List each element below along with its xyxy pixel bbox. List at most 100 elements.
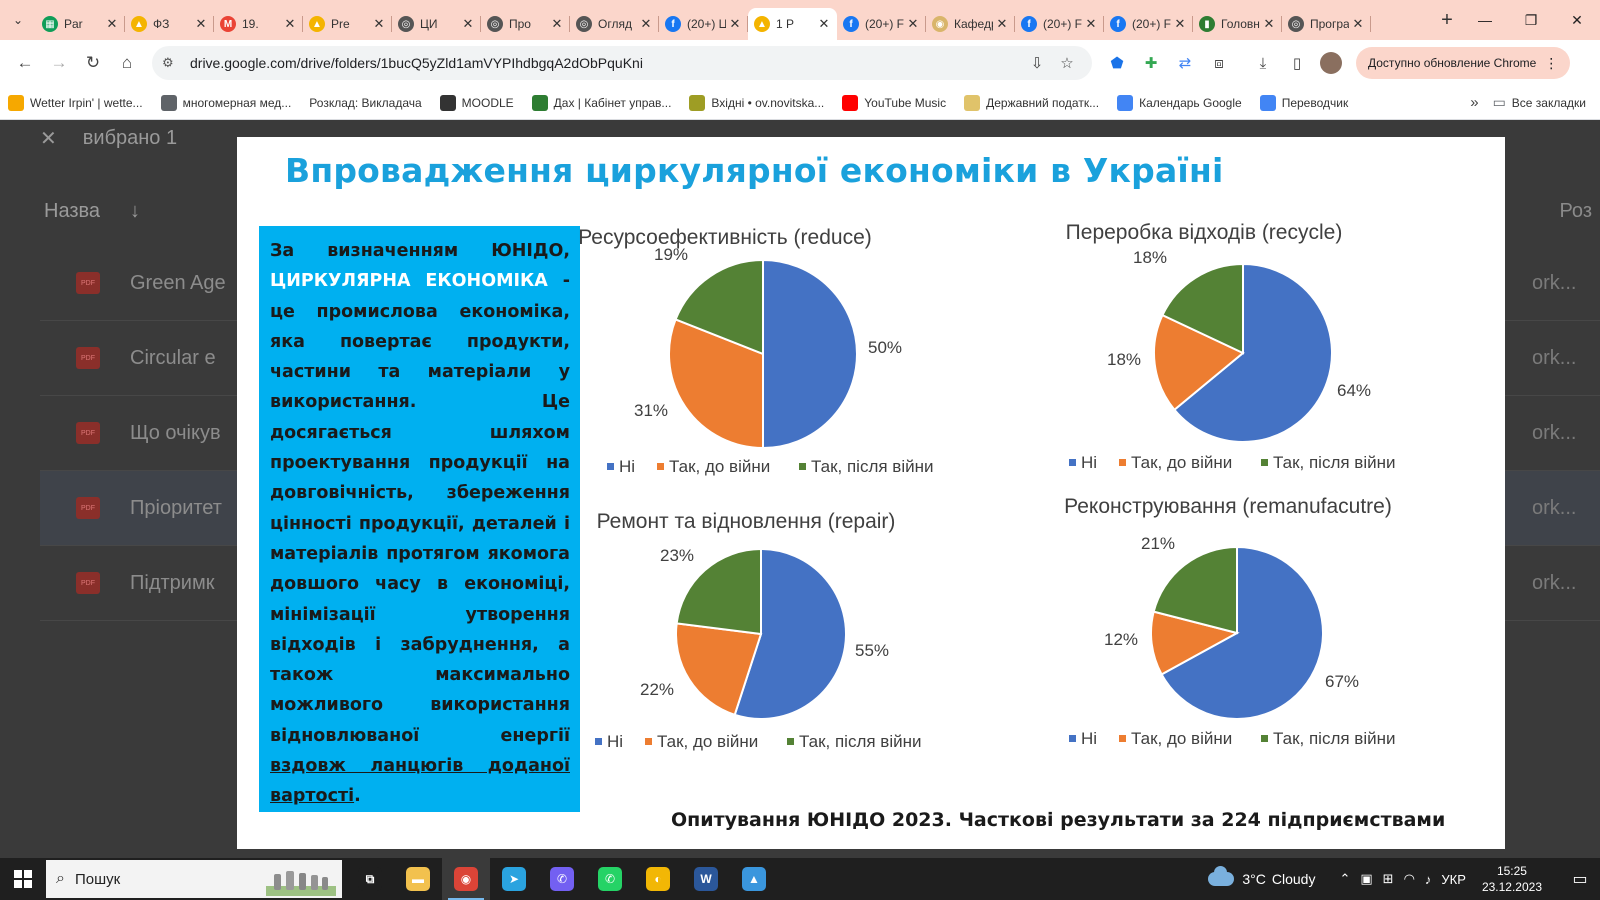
- browser-tab[interactable]: ▦ Par ✕: [36, 8, 125, 40]
- task-view-taskbar-button[interactable]: ⧉: [346, 858, 394, 900]
- bookmark-item[interactable]: YouTube Music: [842, 94, 946, 111]
- word-taskbar-button[interactable]: W: [682, 858, 730, 900]
- more-bookmarks-icon[interactable]: »: [1470, 94, 1479, 111]
- browser-tab[interactable]: ◎ Огляд ✕: [570, 8, 659, 40]
- chrome-update-button[interactable]: Доступно обновление Chrome ⋮: [1356, 47, 1571, 79]
- profile-button[interactable]: [1314, 46, 1348, 80]
- pdf-file-icon: PDF: [76, 347, 100, 369]
- browser-tab[interactable]: ◎ ЦИ ✕: [392, 8, 481, 40]
- tab-close-icon[interactable]: ✕: [1174, 16, 1186, 31]
- pie-slice: [733, 547, 847, 720]
- slice-label: 50%: [868, 338, 902, 357]
- extension-shield-button[interactable]: ⬟: [1100, 46, 1134, 80]
- column-header: Назва ↓: [44, 200, 140, 223]
- tab-close-icon[interactable]: ✕: [373, 16, 385, 31]
- tab-close-icon[interactable]: ✕: [1085, 16, 1097, 31]
- chevron-up-icon[interactable]: ⌃: [1339, 871, 1351, 886]
- install-app-icon[interactable]: ⇩: [1030, 55, 1044, 72]
- bookmark-item[interactable]: Дах | Кабінет управ...: [531, 94, 671, 111]
- browser-tab[interactable]: ▲ 1 Р ✕: [748, 8, 837, 40]
- browser-tab[interactable]: M 19. ✕: [214, 8, 303, 40]
- bookmark-star-icon[interactable]: ☆: [1060, 55, 1074, 72]
- chrome-taskbar-button[interactable]: ◉: [442, 858, 490, 900]
- file-explorer-taskbar-button[interactable]: ▬: [394, 858, 442, 900]
- downloads-button[interactable]: ⤓: [1246, 46, 1280, 80]
- bookmark-item[interactable]: Календарь Google: [1117, 94, 1242, 111]
- side-panel-button[interactable]: ▯: [1280, 46, 1314, 80]
- close-selection-icon[interactable]: ✕: [40, 127, 57, 150]
- tab-close-icon[interactable]: ✕: [551, 16, 563, 31]
- tab-close-icon[interactable]: ✕: [907, 16, 919, 31]
- wifi-icon[interactable]: ◠: [1403, 871, 1415, 886]
- weather-widget[interactable]: 3°C Cloudy: [1208, 866, 1315, 887]
- translate-extension-button[interactable]: ⇄: [1168, 46, 1202, 80]
- pie-slice: [674, 258, 764, 356]
- viber-taskbar-button[interactable]: ✆: [538, 858, 586, 900]
- language-indicator[interactable]: УКР: [1441, 871, 1466, 887]
- name-column-header[interactable]: Назва: [44, 200, 101, 222]
- tab-close-icon[interactable]: ✕: [284, 16, 296, 31]
- browser-tab[interactable]: ▲ ФЗ ✕: [125, 8, 214, 40]
- browser-tab[interactable]: ◎ Про ✕: [481, 8, 570, 40]
- tab-search-button[interactable]: ⌄: [0, 0, 36, 40]
- whatsapp-taskbar-button[interactable]: ✆: [586, 858, 634, 900]
- new-tab-button[interactable]: +: [1432, 9, 1462, 32]
- browser-tab[interactable]: ▮ Головн ✕: [1193, 8, 1282, 40]
- home-button[interactable]: ⌂: [110, 46, 144, 80]
- bookmark-item[interactable]: Вхідні • ov.novitska...: [689, 94, 824, 111]
- minimize-button[interactable]: —: [1462, 0, 1508, 40]
- clock[interactable]: 15:25 23.12.2023: [1482, 863, 1542, 895]
- all-bookmarks-button[interactable]: ▭ Все закладки: [1493, 94, 1586, 111]
- forward-button[interactable]: →: [42, 46, 76, 80]
- meet-now-icon[interactable]: ▣: [1360, 871, 1373, 886]
- slice-label: 64%: [1337, 381, 1371, 400]
- photos-taskbar-button[interactable]: ▲: [730, 858, 778, 900]
- sun-app-taskbar-button[interactable]: ◐: [634, 858, 682, 900]
- telegram-taskbar-button[interactable]: ➤: [490, 858, 538, 900]
- close-window-button[interactable]: ✕: [1554, 0, 1600, 40]
- extension-puzzle-red-button[interactable]: ✚: [1134, 46, 1168, 80]
- tab-close-icon[interactable]: ✕: [818, 16, 830, 31]
- browser-tab[interactable]: ▲ Pre ✕: [303, 8, 392, 40]
- tab-close-icon[interactable]: ✕: [1352, 16, 1364, 31]
- leaf-icon: [531, 94, 548, 111]
- bookmark-item[interactable]: Wetter Irpin' | wette...: [8, 94, 143, 111]
- tab-close-icon[interactable]: ✕: [195, 16, 207, 31]
- notifications-icon[interactable]: ▭: [1572, 871, 1588, 888]
- browser-tab[interactable]: f (20+) Ц ✕: [659, 8, 748, 40]
- tab-close-icon[interactable]: ✕: [1263, 16, 1275, 31]
- bookmark-item[interactable]: Розклад: Викладача: [309, 96, 421, 110]
- site-info-icon[interactable]: ⚙: [162, 55, 174, 70]
- network-icon[interactable]: ⊞: [1382, 871, 1394, 886]
- telegram-icon: ➤: [502, 867, 526, 891]
- pie-slice: [1152, 545, 1238, 635]
- file-owner: ork...: [1532, 571, 1577, 594]
- back-button[interactable]: ←: [8, 46, 42, 80]
- volume-icon[interactable]: ♪: [1424, 871, 1432, 887]
- browser-tab[interactable]: f (20+) Fa✕: [1015, 8, 1104, 40]
- browser-tab[interactable]: f (20+) Fa✕: [837, 8, 926, 40]
- bookmark-item[interactable]: Переводчик: [1259, 94, 1348, 111]
- start-button[interactable]: [0, 858, 46, 900]
- url-text[interactable]: drive.google.com/drive/folders/1bucQ5yZl…: [190, 55, 643, 71]
- reload-button[interactable]: ↻: [76, 46, 110, 80]
- address-bar[interactable]: ⚙ drive.google.com/drive/folders/1bucQ5y…: [152, 46, 1092, 80]
- tab-close-icon[interactable]: ✕: [106, 16, 118, 31]
- browser-tab[interactable]: f (20+) Fa✕: [1104, 8, 1193, 40]
- extensions-button[interactable]: ⧈: [1202, 46, 1236, 80]
- restore-button[interactable]: ❐: [1508, 0, 1554, 40]
- tab-close-icon[interactable]: ✕: [640, 16, 652, 31]
- arrow-right-icon: →: [50, 53, 68, 72]
- browser-tab[interactable]: ◎ Програ ✕: [1282, 8, 1371, 40]
- pie-slice: [675, 547, 762, 636]
- tab-close-icon[interactable]: ✕: [462, 16, 474, 31]
- tab-close-icon[interactable]: ✕: [729, 16, 741, 31]
- size-column-header[interactable]: Роз: [1559, 200, 1592, 222]
- tab-close-icon[interactable]: ✕: [996, 16, 1008, 31]
- bookmark-item[interactable]: MOODLE: [439, 94, 514, 111]
- browser-tab[interactable]: ◉ Кафедр✕: [926, 8, 1015, 40]
- bookmark-item[interactable]: многомерная мед...: [160, 94, 291, 111]
- taskbar-search[interactable]: ⌕ Пошук: [46, 860, 342, 898]
- sort-arrow-icon[interactable]: ↓: [130, 200, 141, 222]
- bookmark-item[interactable]: Державний податк...: [964, 94, 1099, 111]
